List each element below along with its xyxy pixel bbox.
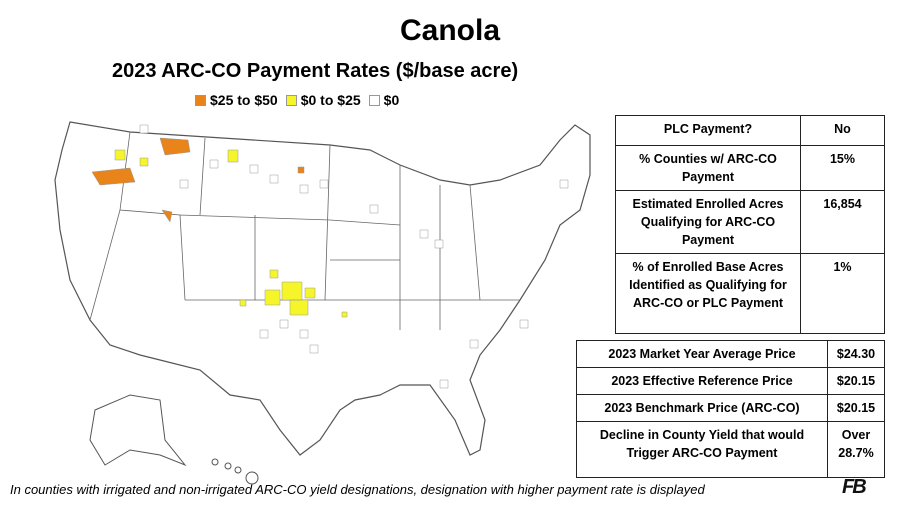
title: Canola (399, 14, 501, 47)
row-label: Decline in County Yield that would Trigg… (576, 421, 828, 478)
table-row: % of Enrolled Base Acres Identified as Q… (615, 253, 885, 334)
row-value: $20.15 (827, 394, 885, 422)
plc-table: PLC Payment? No% Counties w/ ARC-CO Payme… (615, 115, 885, 334)
table-row: Estimated Enrolled Acres Qualifying for … (615, 190, 885, 254)
county-markers (91, 124, 569, 389)
row-value: 16,854 (800, 190, 885, 254)
us-outline (54, 121, 591, 456)
us-map (54, 121, 591, 485)
legend-label: $0 to $25 (300, 92, 361, 108)
table-row: 2023 Effective Reference Price $20.15 (576, 367, 885, 395)
row-label: 2023 Effective Reference Price (576, 367, 828, 395)
yellow-counties (114, 149, 348, 318)
row-value: $20.15 (827, 367, 885, 395)
hawaii (211, 458, 259, 485)
legend-swatch (285, 94, 297, 106)
table-row: 2023 Benchmark Price (ARC-CO) $20.15 (576, 394, 885, 422)
row-label: PLC Payment? (615, 115, 801, 146)
logo: FB (842, 476, 867, 498)
row-label: % of Enrolled Base Acres Identified as Q… (615, 253, 801, 334)
row-label: 2023 Benchmark Price (ARC-CO) (576, 394, 828, 422)
legend-swatch (195, 94, 206, 106)
alaska (89, 394, 187, 467)
row-label: 2023 Market Year Average Price (576, 340, 828, 368)
orange-counties (91, 137, 305, 223)
legend-item: $25 to $50 (195, 92, 278, 108)
row-value: 15% (800, 145, 885, 191)
table-row: Decline in County Yield that would Trigg… (576, 421, 885, 478)
legend: $25 to $50 $0 to $25 $0 (195, 92, 399, 108)
row-value: Over 28.7% (827, 421, 885, 478)
table-row: % Counties w/ ARC-CO Payment 15% (615, 145, 885, 191)
row-value: No (800, 115, 885, 146)
row-value: 1% (800, 253, 885, 334)
subtitle: 2023 ARC-CO Payment Rates ($/base acre) (112, 60, 519, 82)
legend-label: $25 to $50 (210, 92, 278, 108)
legend-item: $0 to $25 (285, 92, 361, 108)
table-row: PLC Payment? No (615, 115, 885, 146)
row-label: % Counties w/ ARC-CO Payment (615, 145, 801, 191)
table-row: 2023 Market Year Average Price $24.30 (576, 340, 885, 368)
legend-item: $0 (368, 92, 400, 108)
row-value: $24.30 (827, 340, 885, 368)
zero-counties (139, 124, 569, 389)
price-table: 2023 Market Year Average Price $24.30 2023… (576, 340, 885, 478)
footnote: In counties with irrigated and non-irrig… (10, 482, 705, 497)
row-label: Estimated Enrolled Acres Qualifying for … (615, 190, 801, 254)
legend-swatch (368, 94, 380, 106)
state-lines (89, 131, 520, 330)
legend-label: $0 (383, 92, 400, 108)
